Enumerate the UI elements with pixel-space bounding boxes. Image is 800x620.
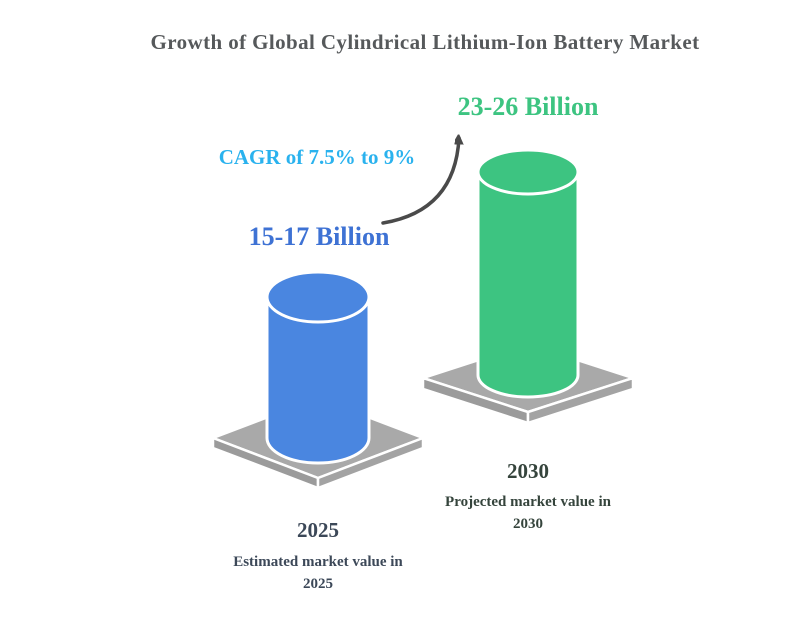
platform-2030 [421,342,635,425]
category-label-2030: 2030 [507,459,549,483]
category-label-2025: 2025 [297,518,339,542]
value-label-2030: 23-26 Billion [457,92,599,121]
chart-title: Growth of Global Cylindrical Lithium-Ion… [150,30,700,54]
growth-arrow [381,138,459,225]
value-label-2025: 15-17 Billion [248,222,390,251]
platform-2030-right-side [526,376,635,425]
cylinder-2025 [265,270,371,465]
cylinder-2030 [476,148,580,399]
cylinder-2030-top [476,148,580,196]
caption-2025: Estimated market value in 2025 [233,554,403,592]
cagr-annotation: CAGR of 7.5% to 9% [218,145,416,169]
caption-2030: Projected market value in 2030 [445,494,611,532]
cylinder-2025-top [265,270,371,324]
platform-2025-right-side [316,436,425,490]
